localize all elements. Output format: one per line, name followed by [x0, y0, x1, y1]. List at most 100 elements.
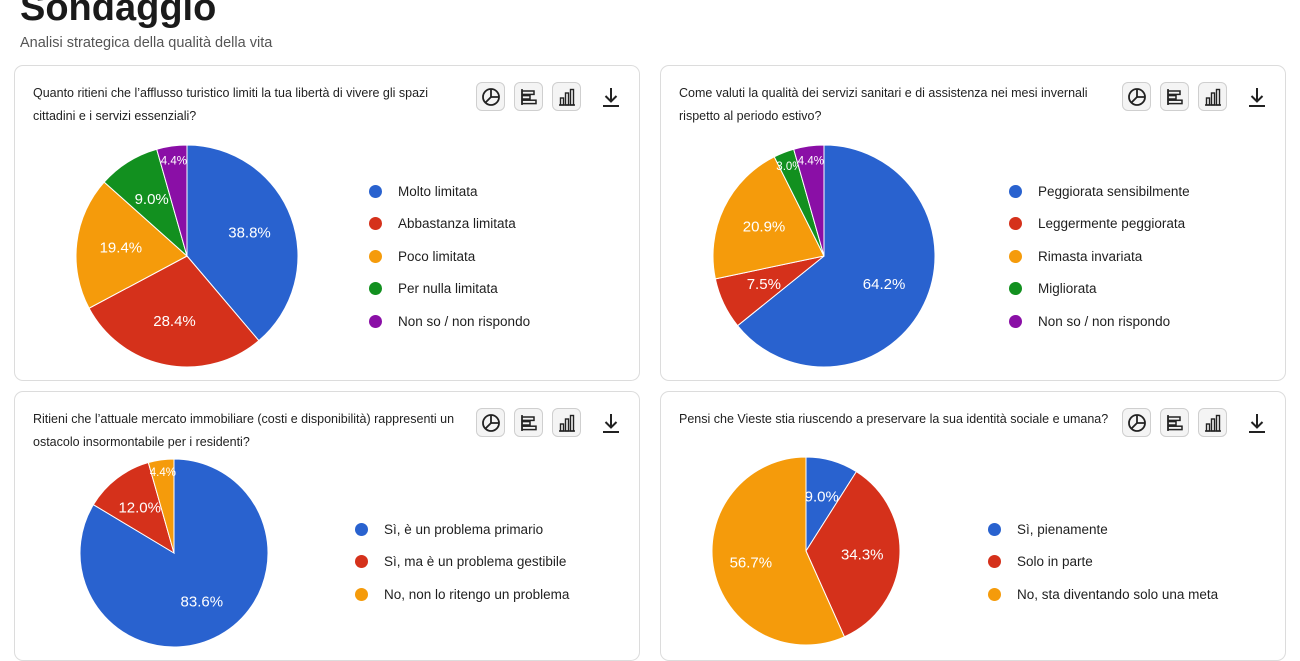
chart-legend: Molto limitata Abbastanza limitata Poco li…	[369, 175, 530, 338]
legend-swatch	[988, 555, 1001, 569]
page-subtitle: Analisi strategica della qualità della v…	[20, 35, 273, 51]
survey-card-housing: Ritieni che l’attuale mercato immobiliar…	[14, 391, 640, 661]
legend-item: Non so / non rispondo	[1009, 305, 1190, 338]
slice-value-label: 19.4%	[100, 240, 143, 257]
chart-toolbar	[1122, 82, 1271, 111]
download-icon	[1247, 412, 1267, 434]
legend-label: Poco limitata	[398, 248, 476, 264]
legend-swatch	[369, 282, 382, 296]
card-question: Quanto ritieni che l’afflusso turistico …	[33, 86, 429, 123]
slice-value-label: 4.4%	[798, 155, 824, 167]
pie-slice	[186, 144, 299, 342]
legend-swatch	[988, 587, 1001, 601]
pie-chart-button[interactable]	[476, 408, 505, 437]
slice-value-label: 56.7%	[730, 554, 773, 571]
download-button[interactable]	[596, 408, 625, 437]
pie-slice	[156, 144, 188, 257]
legend-swatch	[1009, 249, 1022, 263]
legend-label: Solo in parte	[1017, 554, 1093, 570]
legend-swatch	[369, 314, 382, 328]
slice-value-label: 12.0%	[118, 500, 161, 517]
pie-chart-button[interactable]	[476, 82, 505, 111]
horizontal-bar-chart-button[interactable]	[1160, 82, 1189, 111]
pie-slice	[793, 144, 825, 257]
pie-chart-icon	[481, 413, 501, 433]
bar-chart-button[interactable]	[1198, 408, 1227, 437]
legend-label: Rimasta invariata	[1038, 248, 1143, 264]
legend-label: Sì, è un problema primario	[384, 521, 544, 537]
slice-value-label: 64.2%	[863, 276, 906, 293]
card-question: Pensi che Vieste stia riuscendo a preser…	[679, 412, 1109, 426]
legend-item: Sì, ma è un problema gestibile	[355, 546, 569, 579]
legend-swatch	[1009, 314, 1022, 328]
legend-item: Rimasta invariata	[1009, 240, 1190, 273]
legend-label: Leggermente peggiorata	[1038, 216, 1186, 232]
legend-swatch	[988, 522, 1001, 536]
slice-value-label: 7.5%	[747, 276, 781, 293]
bar-chart-button[interactable]	[552, 408, 581, 437]
horizontal-bar-chart-icon	[1165, 87, 1185, 107]
legend-item: Peggiorata sensibilmente	[1009, 175, 1190, 208]
legend-item: No, non lo ritengo un problema	[355, 578, 569, 611]
slice-value-label: 83.6%	[181, 594, 224, 611]
survey-card-identity: Pensi che Vieste stia riuscendo a preser…	[660, 391, 1286, 661]
download-button[interactable]	[1242, 82, 1271, 111]
legend-item: No, sta diventando solo una meta	[988, 578, 1218, 611]
legend-swatch	[369, 184, 382, 198]
legend-item: Molto limitata	[369, 175, 530, 208]
legend-item: Leggermente peggiorata	[1009, 208, 1190, 241]
slice-value-label: 4.4%	[150, 467, 176, 479]
legend-label: Non so / non rispondo	[1038, 313, 1171, 329]
legend-label: Peggiorata sensibilmente	[1038, 183, 1190, 199]
bar-chart-icon	[1203, 413, 1223, 433]
legend-label: Sì, pienamente	[1017, 521, 1108, 537]
pie-slice	[92, 461, 175, 555]
card-question: Come valuti la qualità dei servizi sanit…	[679, 86, 1088, 123]
pie-slice	[75, 181, 188, 309]
legend-label: Abbastanza limitata	[398, 216, 516, 232]
pie-slice	[736, 144, 936, 368]
slice-value-label: 38.8%	[228, 225, 271, 242]
horizontal-bar-chart-icon	[519, 87, 539, 107]
chart-toolbar	[476, 82, 625, 111]
legend-item: Abbastanza limitata	[369, 208, 530, 241]
legend-item: Poco limitata	[369, 240, 530, 273]
slice-value-label: 28.4%	[153, 313, 196, 330]
survey-card-healthcare: Come valuti la qualità dei servizi sanit…	[660, 65, 1286, 381]
chart-toolbar	[476, 408, 625, 437]
horizontal-bar-chart-icon	[1165, 413, 1185, 433]
pie-slice	[711, 456, 846, 646]
slice-value-label: 4.4%	[161, 155, 187, 167]
horizontal-bar-chart-button[interactable]	[514, 82, 543, 111]
bar-chart-button[interactable]	[1198, 82, 1227, 111]
legend-swatch	[1009, 217, 1022, 231]
horizontal-bar-chart-button[interactable]	[1160, 408, 1189, 437]
legend-item: Per nulla limitata	[369, 273, 530, 306]
horizontal-bar-chart-button[interactable]	[514, 408, 543, 437]
download-button[interactable]	[596, 82, 625, 111]
download-icon	[1247, 86, 1267, 108]
legend-swatch	[369, 217, 382, 231]
pie-chart-button[interactable]	[1122, 408, 1151, 437]
legend-label: Non so / non rispondo	[398, 313, 531, 329]
chart-toolbar	[1122, 408, 1271, 437]
legend-item: Migliorata	[1009, 273, 1190, 306]
legend-swatch	[355, 522, 368, 536]
pie-chart-button[interactable]	[1122, 82, 1151, 111]
download-button[interactable]	[1242, 408, 1271, 437]
pie-chart: 9.0% 34.3% 56.7%	[711, 456, 901, 646]
legend-label: No, sta diventando solo una meta	[1017, 586, 1219, 602]
slice-value-label: 9.0%	[805, 488, 839, 505]
legend-item: Non so / non rispondo	[369, 305, 530, 338]
legend-item: Sì, pienamente	[988, 513, 1218, 546]
bar-chart-button[interactable]	[552, 82, 581, 111]
legend-item: Sì, è un problema primario	[355, 513, 569, 546]
legend-label: No, non lo ritengo un problema	[384, 586, 570, 602]
chart-legend: Sì, è un problema primario Sì, ma è un pr…	[355, 513, 569, 611]
pie-chart-icon	[481, 87, 501, 107]
pie-slice	[88, 255, 260, 368]
pie-slice	[147, 458, 175, 554]
legend-label: Per nulla limitata	[398, 281, 498, 297]
legend-swatch	[1009, 184, 1022, 198]
survey-card-tourism: Quanto ritieni che l’afflusso turistico …	[14, 65, 640, 381]
